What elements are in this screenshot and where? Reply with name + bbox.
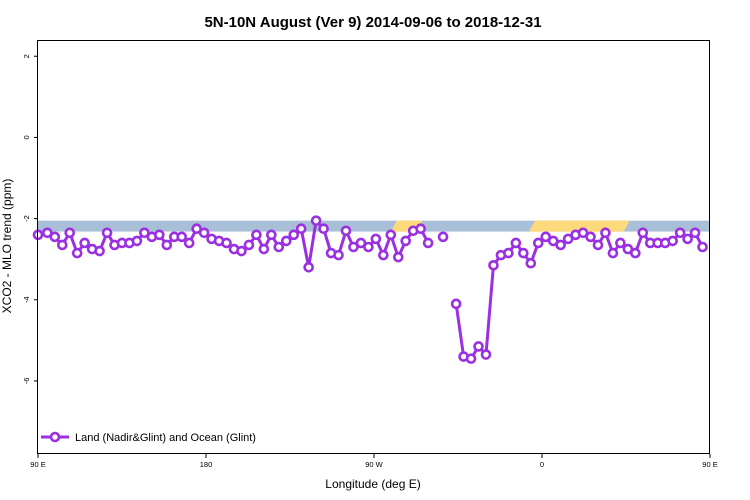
legend: Land (Nadir&Glint) and Ocean (Glint) xyxy=(41,431,256,444)
data-point xyxy=(154,229,165,241)
data-point xyxy=(198,227,210,239)
data-point xyxy=(333,249,344,261)
data-point xyxy=(161,239,173,251)
data-point xyxy=(697,241,708,253)
data-point xyxy=(622,243,634,255)
data-point xyxy=(400,235,412,247)
data-point xyxy=(79,237,90,249)
data-point xyxy=(131,235,143,247)
data-point xyxy=(139,227,150,239)
series-line xyxy=(454,231,704,361)
data-point xyxy=(56,239,68,251)
data-point xyxy=(64,227,76,239)
data-point xyxy=(183,237,195,249)
data-point xyxy=(473,341,484,352)
data-point xyxy=(547,235,559,247)
data-point xyxy=(378,249,389,261)
data-point xyxy=(503,247,514,259)
series-layer xyxy=(32,215,708,364)
y-axis-label: XCO2 - MLO trend (ppm) xyxy=(0,179,14,314)
data-point xyxy=(94,245,105,257)
data-point xyxy=(480,349,492,360)
data-point xyxy=(266,229,277,241)
data-point xyxy=(525,257,537,269)
data-point xyxy=(689,227,701,239)
data-point xyxy=(280,235,292,247)
data-point xyxy=(363,241,374,253)
data-point xyxy=(258,243,270,255)
y-tick-label: -6 xyxy=(22,378,31,385)
x-tick-label: 0 xyxy=(540,460,544,469)
y-tick-label: 0 xyxy=(22,135,31,139)
data-point xyxy=(295,223,307,235)
data-point xyxy=(630,247,641,259)
x-tick-label: 90 W xyxy=(365,460,383,469)
legend-marker xyxy=(49,431,61,443)
data-point xyxy=(488,259,499,271)
data-point xyxy=(600,227,611,239)
chart-title: 5N-10N August (Ver 9) 2014-09-06 to 2018… xyxy=(204,14,541,31)
x-tick-label: 90 E xyxy=(702,460,717,469)
data-point xyxy=(243,239,255,251)
data-point xyxy=(71,247,83,259)
data-point xyxy=(585,231,596,243)
data-point xyxy=(221,237,232,249)
data-point xyxy=(236,245,247,257)
data-point xyxy=(562,233,574,245)
data-point xyxy=(42,227,53,239)
y-axis: 2 0 -2 -4 -6 xyxy=(22,54,38,384)
x-axis-label: Longitude (deg E) xyxy=(325,477,420,491)
data-point xyxy=(101,227,113,239)
data-point xyxy=(667,235,678,247)
data-point xyxy=(637,227,649,239)
data-point xyxy=(303,261,314,273)
data-point xyxy=(437,231,449,243)
data-point xyxy=(450,298,462,310)
legend-label: Land (Nadir&Glint) and Ocean (Glint) xyxy=(75,432,256,444)
y-tick-label: -4 xyxy=(22,296,31,303)
data-point xyxy=(191,223,202,235)
data-point xyxy=(355,237,367,249)
y-tick-label: -2 xyxy=(22,215,31,222)
data-point xyxy=(273,241,285,253)
x-tick-label: 90 E xyxy=(30,460,45,469)
data-point xyxy=(555,239,566,251)
data-point xyxy=(310,215,322,226)
data-point xyxy=(415,223,426,235)
data-point xyxy=(510,237,522,249)
data-point xyxy=(422,237,434,249)
data-point xyxy=(385,229,397,241)
data-point xyxy=(288,229,300,241)
data-point xyxy=(318,223,329,235)
data-point xyxy=(607,247,619,259)
y-tick-label: 2 xyxy=(22,54,31,58)
data-point xyxy=(392,251,404,263)
data-point xyxy=(592,239,604,251)
data-point xyxy=(348,241,359,253)
data-point xyxy=(577,227,589,239)
data-point xyxy=(532,237,544,249)
plot-frame xyxy=(37,40,710,454)
data-point xyxy=(340,225,352,237)
data-point xyxy=(251,229,262,241)
data-point xyxy=(682,233,693,245)
x-axis: 90 E 180 90 W 0 90 E xyxy=(30,454,718,469)
data-point xyxy=(615,237,626,249)
data-point xyxy=(465,353,477,364)
x-tick-label: 180 xyxy=(200,460,213,469)
ocean-band xyxy=(38,220,710,232)
data-point xyxy=(176,231,188,243)
data-point xyxy=(674,227,686,239)
data-point xyxy=(518,247,529,259)
data-point xyxy=(49,231,61,243)
data-point xyxy=(540,231,552,243)
data-point xyxy=(370,233,382,245)
